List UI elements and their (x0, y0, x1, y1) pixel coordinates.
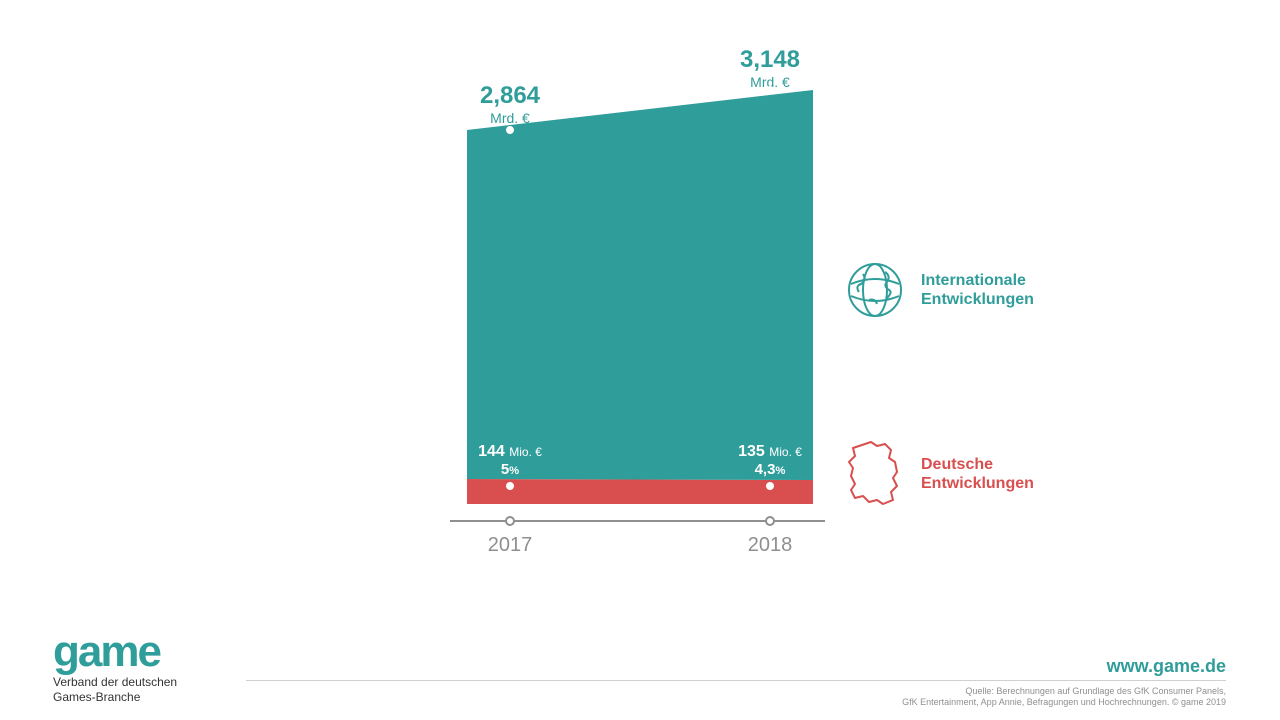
footer-credit: Quelle: Berechnungen auf Grundlage des G… (902, 686, 1226, 709)
logo-subtitle: Verband der deutschen Games-Branche (53, 675, 177, 704)
legend-label: Internationale Entwicklungen (921, 271, 1034, 309)
marker-red-2017 (506, 482, 514, 490)
globe-icon (845, 260, 905, 320)
top-label-2017: 2,864 Mrd. € (450, 82, 570, 126)
unit-text: Mrd. € (450, 110, 570, 126)
logo-wordmark: game (53, 634, 177, 669)
series-teal-area (467, 90, 813, 480)
x-axis-label-2017: 2017 (470, 534, 550, 557)
top-label-2018: 3,148 Mrd. € (710, 46, 830, 90)
pct-text: 4,3% (700, 461, 840, 479)
value-text: 144 (478, 443, 505, 460)
area-chart (0, 0, 1280, 720)
value-text: 3,148 (740, 46, 800, 73)
mid-label-2018: 135 Mio. € 4,3% (700, 442, 840, 479)
x-axis-tick-2018 (765, 516, 775, 526)
value-text: 2,864 (480, 82, 540, 109)
legend-label: Deutsche Entwicklungen (921, 455, 1034, 493)
value-text: 135 (738, 443, 765, 460)
mid-label-2017: 144 Mio. € 5% (440, 442, 580, 479)
infographic-stage: 2,864 Mrd. € 3,148 Mrd. € 144 Mio. € 5% … (0, 0, 1280, 720)
marker-teal-2017 (506, 126, 514, 134)
unit-text: Mio. € (509, 445, 542, 459)
legend-german: Deutsche Entwicklungen (845, 440, 1034, 508)
marker-teal-2018 (766, 86, 774, 94)
germany-icon (845, 440, 905, 508)
footer-url: www.game.de (1107, 656, 1226, 677)
x-axis-label-2018: 2018 (730, 534, 810, 557)
unit-text: Mio. € (769, 445, 802, 459)
series-red-area (467, 479, 813, 504)
footer-divider (246, 680, 1226, 681)
pct-text: 5% (440, 461, 580, 479)
x-axis-tick-2017 (505, 516, 515, 526)
marker-red-2018 (766, 482, 774, 490)
game-logo: game Verband der deutschen Games-Branche (53, 634, 177, 704)
legend-international: Internationale Entwicklungen (845, 260, 1034, 320)
